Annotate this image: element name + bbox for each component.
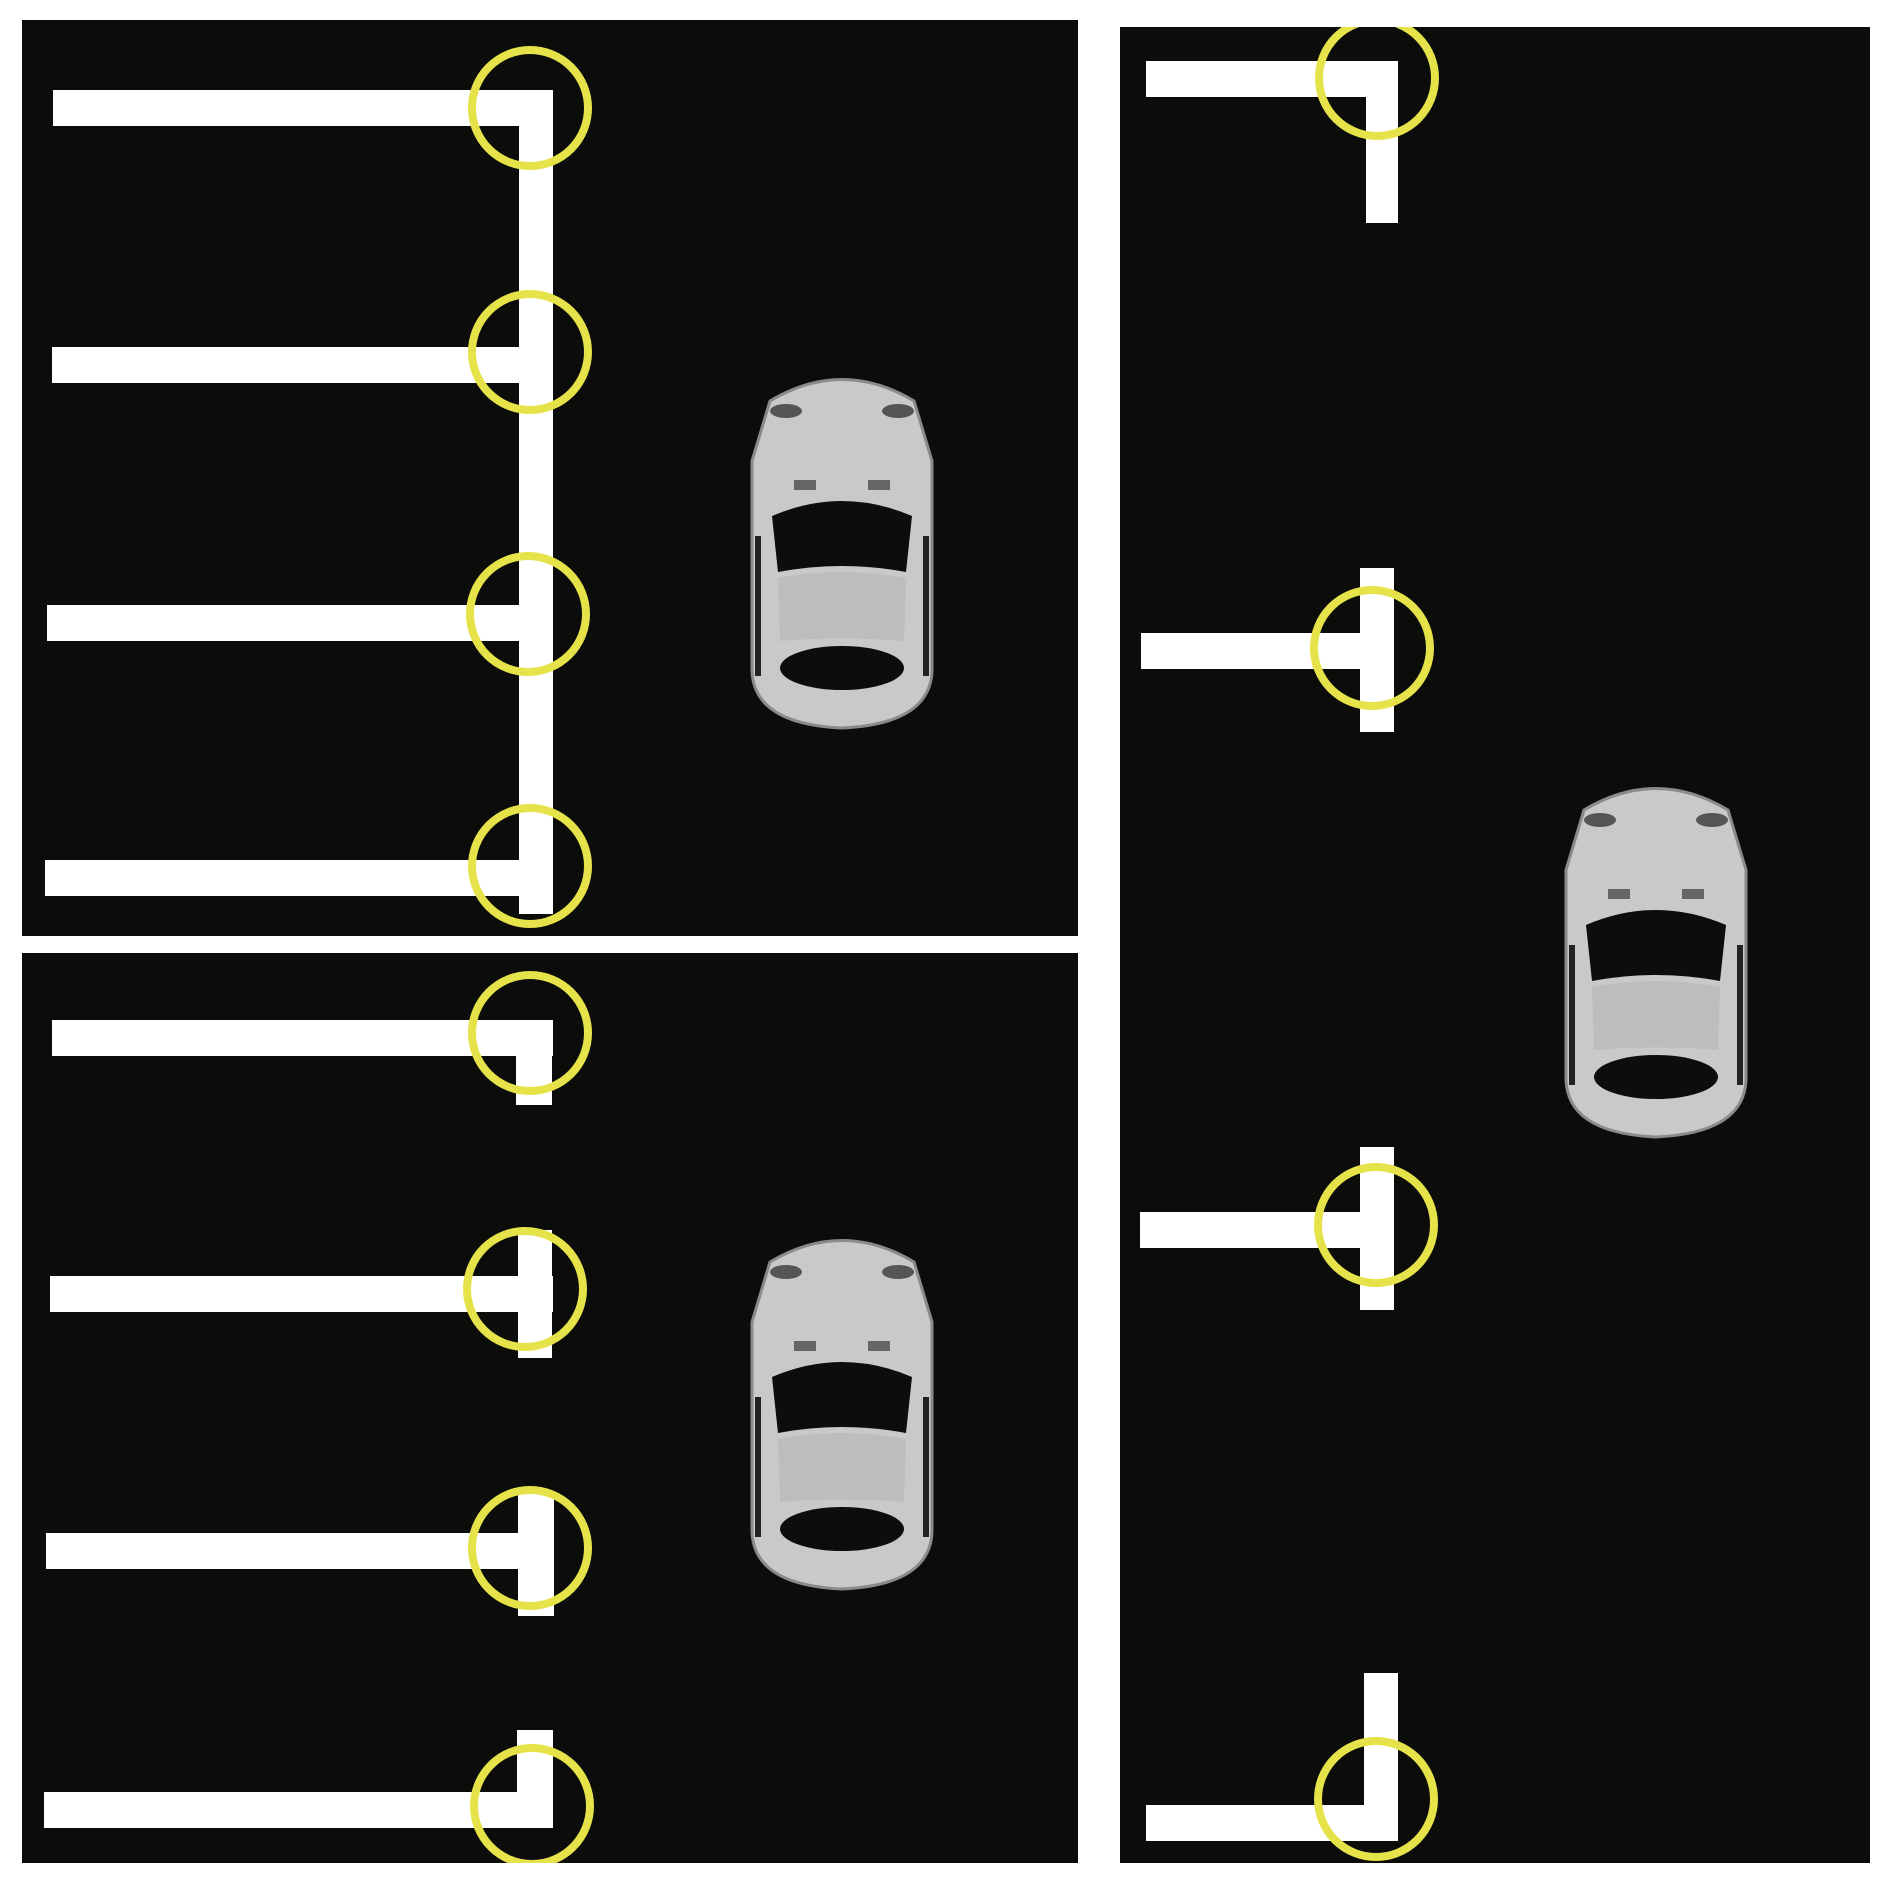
- car-icon: [750, 1239, 934, 1591]
- parking-line-4: [1146, 1805, 1384, 1841]
- corner-marker-icon: [1315, 27, 1439, 140]
- parking-line-2: [50, 1276, 553, 1312]
- corner-marker-icon: [468, 804, 592, 928]
- vertical-boundary-line: [519, 90, 553, 914]
- parking-panel-segmented: [22, 953, 1078, 1863]
- parking-line-2: [1141, 633, 1384, 669]
- car-icon: [1564, 787, 1748, 1139]
- corner-marker-icon: [463, 1227, 587, 1351]
- car-icon: [750, 378, 934, 730]
- parking-panel-continuous: [22, 20, 1078, 936]
- parking-line-1: [53, 90, 553, 126]
- corner-marker-icon: [468, 971, 592, 1095]
- parking-line-4: [44, 1792, 553, 1828]
- panel-a-canvas: [45, 46, 934, 928]
- corner-marker-icon: [468, 1486, 592, 1610]
- panel-b-canvas: [44, 971, 934, 1863]
- corner-marker-icon: [470, 1744, 594, 1863]
- parking-line-1: [1146, 61, 1384, 97]
- boundary-segment: [1366, 61, 1398, 223]
- boundary-segment: [1364, 1673, 1398, 1841]
- corner-marker-icon: [1314, 1163, 1438, 1287]
- corner-marker-icon: [1310, 586, 1434, 710]
- corner-marker-icon: [468, 46, 592, 170]
- panel-c-canvas: [1140, 27, 1748, 1861]
- boundary-segment: [518, 1230, 552, 1358]
- corner-marker-icon: [466, 552, 590, 676]
- corner-marker-icon: [468, 290, 592, 414]
- parking-panel-wide: [1120, 27, 1870, 1863]
- corner-marker-icon: [1314, 1737, 1438, 1861]
- parking-line-3: [1140, 1212, 1384, 1248]
- boundary-segment: [518, 1491, 554, 1616]
